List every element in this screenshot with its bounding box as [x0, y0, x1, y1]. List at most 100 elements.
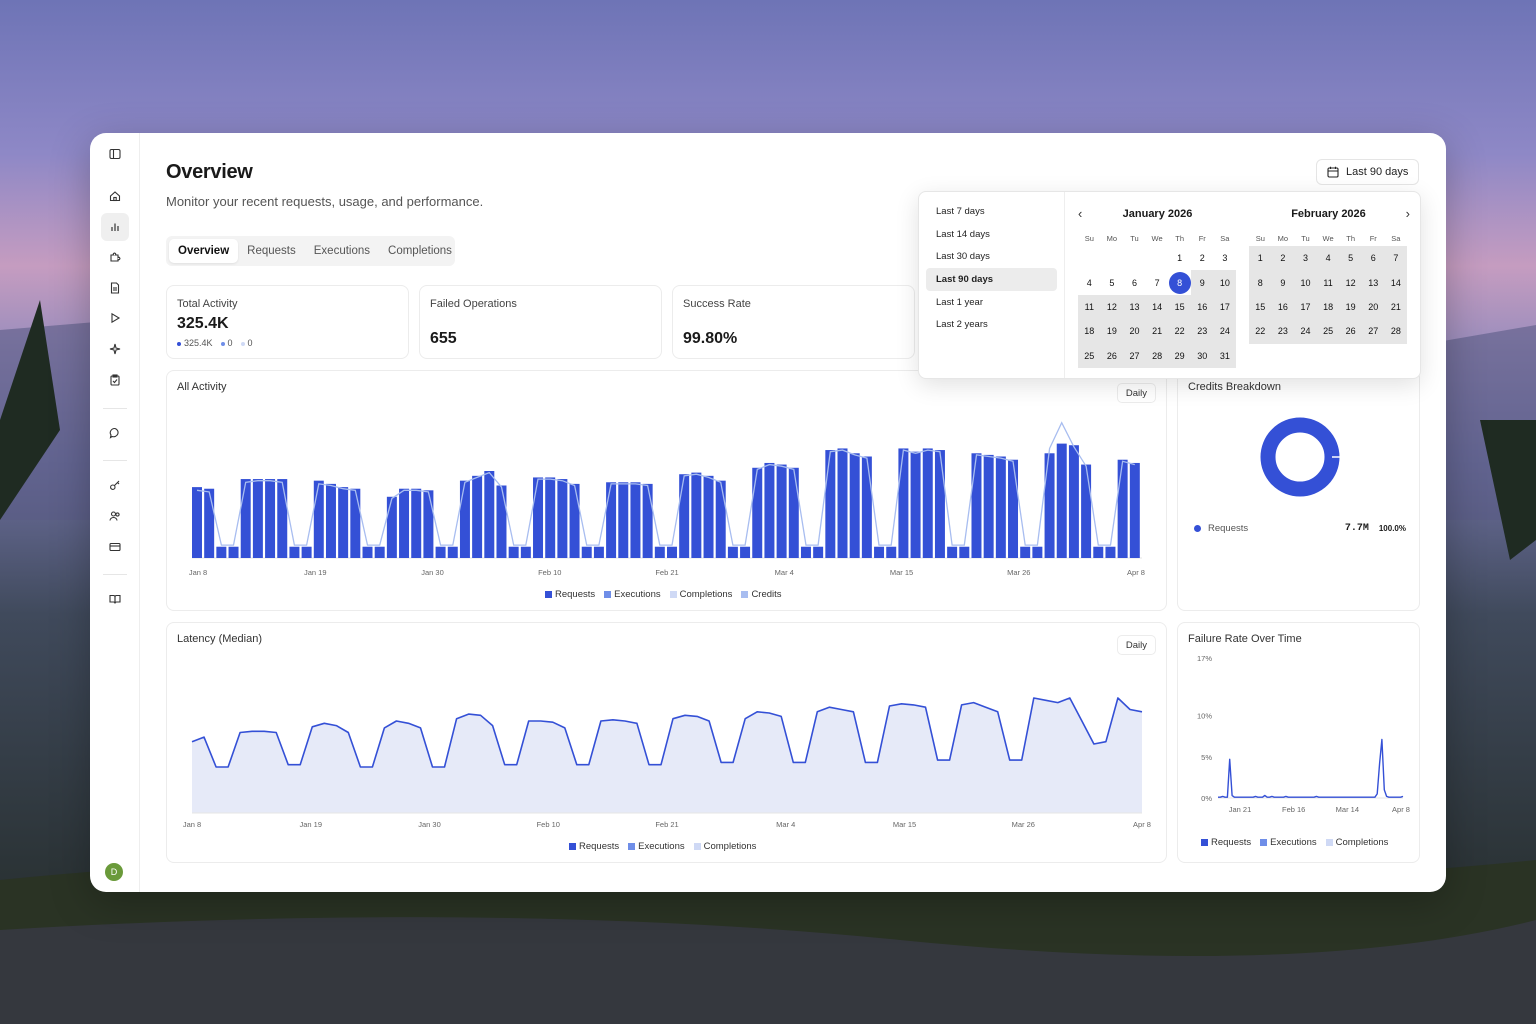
calendar-day[interactable]: 9 [1271, 270, 1295, 295]
calendar-day[interactable]: 31 [1213, 343, 1237, 368]
calendar-day[interactable]: 30 [1190, 343, 1214, 368]
calendar-day[interactable]: 6 [1361, 246, 1385, 271]
calendar-day[interactable]: 18 [1078, 319, 1101, 344]
chat-icon[interactable] [101, 419, 129, 447]
preset-last-30-days[interactable]: Last 30 days [936, 251, 990, 263]
calendar-day[interactable]: 5 [1339, 246, 1362, 271]
calendar-day[interactable]: 9 [1190, 270, 1214, 295]
calendar-day[interactable]: 4 [1086, 277, 1092, 288]
calendar-day[interactable]: 3 [1294, 246, 1317, 271]
interval-select[interactable]: Daily [1116, 383, 1156, 403]
preset-last-7-days[interactable]: Last 7 days [936, 206, 985, 217]
calendar-day[interactable]: 26 [1100, 343, 1124, 368]
calendar-day[interactable]: 16 [1190, 294, 1214, 320]
legend-item[interactable]: Executions [628, 841, 685, 852]
calendar-day[interactable]: 22 [1249, 319, 1272, 344]
sparkles-icon[interactable] [101, 335, 129, 363]
preset-last-14-days[interactable]: Last 14 days [936, 228, 990, 240]
legend-item[interactable]: Executions [1260, 837, 1317, 848]
calendar-day[interactable]: 28 [1384, 319, 1408, 344]
calendar-day[interactable]: 21 [1145, 319, 1169, 344]
sidebar-toggle-icon[interactable] [101, 140, 129, 168]
play-icon[interactable] [101, 304, 129, 332]
legend-item[interactable]: Requests [569, 841, 619, 852]
calendar-day[interactable]: 8 [1249, 270, 1272, 295]
calendar-day[interactable]: 2 [1271, 246, 1295, 271]
calendar-day[interactable]: 12 [1339, 270, 1362, 295]
calendar-day[interactable]: 26 [1339, 319, 1362, 344]
calendar-day[interactable]: 3 [1222, 253, 1228, 264]
calendar-day[interactable]: 7 [1154, 277, 1160, 288]
legend-item[interactable]: Completions [669, 589, 732, 600]
calendar-day[interactable]: 13 [1361, 270, 1385, 295]
calendar-day[interactable]: 28 [1145, 343, 1169, 368]
calendar-day[interactable]: 21 [1384, 294, 1408, 320]
calendar-day[interactable]: 12 [1100, 294, 1124, 320]
clipboard-icon[interactable] [101, 366, 129, 394]
calendar-day[interactable]: 15 [1249, 294, 1272, 320]
legend-item[interactable]: Executions [604, 589, 661, 600]
calendar-day[interactable]: 11 [1078, 294, 1101, 320]
calendar-day[interactable]: 23 [1271, 319, 1295, 344]
legend-item[interactable]: Requests [1201, 837, 1251, 848]
tab-executions[interactable]: Executions [313, 245, 371, 257]
tab-overview[interactable]: Overview [169, 239, 239, 263]
calendar-day[interactable]: 20 [1123, 319, 1146, 344]
chevron-left-icon[interactable]: ‹ [1078, 206, 1083, 221]
calendar-day[interactable]: 14 [1384, 270, 1408, 295]
calendar-day[interactable]: 1 [1249, 246, 1272, 271]
legend-item[interactable]: Requests [545, 589, 595, 600]
calendar-day[interactable]: 10 [1294, 270, 1317, 295]
calendar-day[interactable]: 15 [1168, 294, 1191, 320]
tab-requests[interactable]: Requests [247, 245, 296, 257]
calendar-day[interactable]: 19 [1100, 319, 1124, 344]
calendar-day[interactable]: 23 [1190, 319, 1214, 344]
legend-item[interactable]: Credits [741, 589, 782, 600]
calendar-day[interactable]: 25 [1078, 343, 1101, 368]
stat-label: Failed Operations [430, 298, 517, 310]
tab-completions[interactable]: Completions [388, 245, 452, 257]
calendar-day[interactable]: 27 [1361, 319, 1385, 344]
calendar-day[interactable]: 25 [1316, 319, 1340, 344]
calendar-day[interactable]: 4 [1316, 246, 1340, 271]
calendar-day[interactable]: 5 [1109, 277, 1115, 288]
donut-slice-requests[interactable] [1260, 417, 1340, 497]
users-icon[interactable] [101, 502, 129, 530]
home-icon[interactable] [101, 182, 129, 210]
calendar-day[interactable]: 17 [1294, 294, 1317, 320]
preset-last-90-days[interactable]: Last 90 days [926, 268, 1057, 291]
calendar-day[interactable]: 27 [1123, 343, 1146, 368]
calendar-day[interactable]: 17 [1213, 294, 1237, 320]
analytics-icon[interactable] [101, 213, 129, 241]
calendar-day[interactable]: 7 [1384, 246, 1408, 271]
avatar[interactable]: D [105, 863, 123, 881]
calendar-day[interactable]: 10 [1213, 270, 1237, 295]
calendar-day[interactable]: 1 [1177, 253, 1183, 264]
calendar-day[interactable]: 19 [1339, 294, 1362, 320]
book-icon[interactable] [101, 585, 129, 613]
calendar-day[interactable]: 13 [1123, 294, 1146, 320]
calendar-day[interactable]: 22 [1168, 319, 1191, 344]
interval-select[interactable]: Daily [1116, 635, 1156, 655]
calendar-day[interactable]: 20 [1361, 294, 1385, 320]
preset-last-1-year[interactable]: Last 1 year [936, 296, 983, 308]
document-icon[interactable] [101, 274, 129, 302]
calendar-day[interactable]: 18 [1316, 294, 1340, 320]
date-range-button[interactable]: Last 90 days [1316, 159, 1419, 185]
calendar-day[interactable]: 8 [1168, 270, 1191, 294]
calendar-day[interactable]: 14 [1145, 294, 1169, 320]
calendar-day[interactable]: 29 [1168, 343, 1191, 368]
calendar-day[interactable]: 11 [1316, 270, 1340, 295]
chevron-right-icon[interactable]: › [1405, 206, 1410, 221]
preset-last-2-years[interactable]: Last 2 years [936, 319, 988, 331]
credit-card-icon[interactable] [101, 533, 129, 561]
puzzle-icon[interactable] [101, 243, 129, 271]
calendar-day[interactable]: 16 [1271, 294, 1295, 320]
legend-item[interactable]: Completions [693, 841, 756, 852]
calendar-day[interactable]: 2 [1199, 253, 1205, 264]
key-icon[interactable] [101, 471, 129, 499]
calendar-day[interactable]: 24 [1294, 319, 1317, 344]
calendar-day[interactable]: 6 [1131, 277, 1137, 288]
legend-item[interactable]: Completions [1325, 837, 1388, 848]
calendar-day[interactable]: 24 [1213, 319, 1237, 344]
